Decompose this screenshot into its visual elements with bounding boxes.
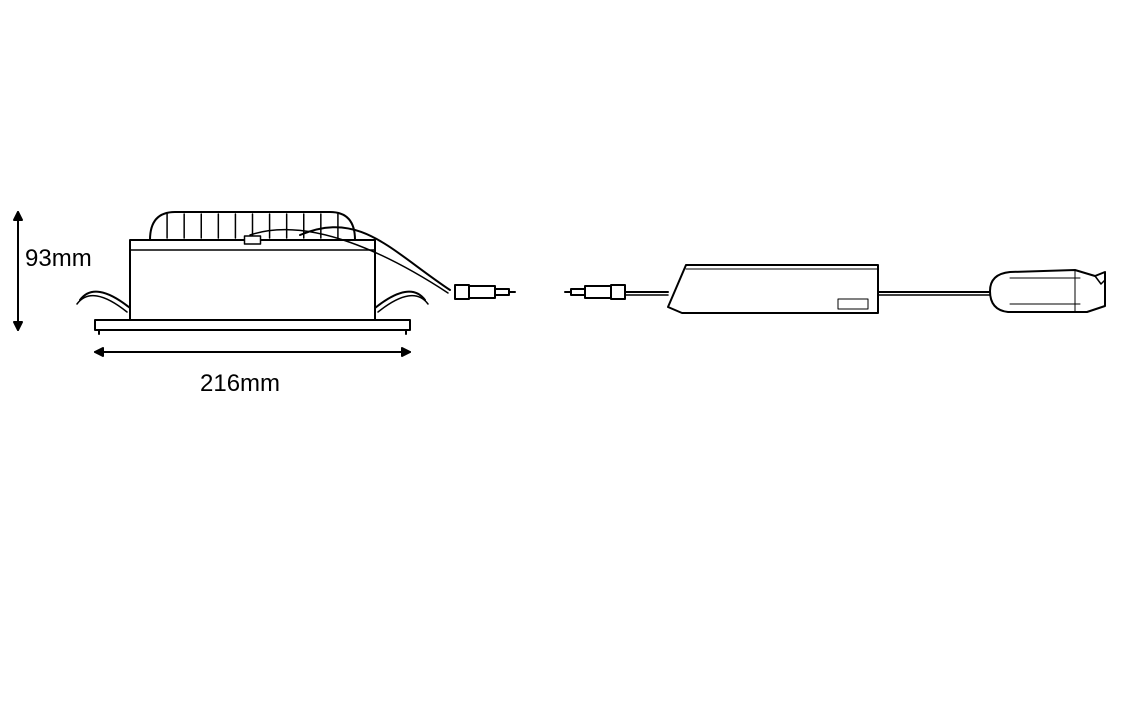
diagram-canvas: 93mm 216mm: [0, 0, 1141, 720]
line-drawing-svg: [0, 0, 1141, 720]
